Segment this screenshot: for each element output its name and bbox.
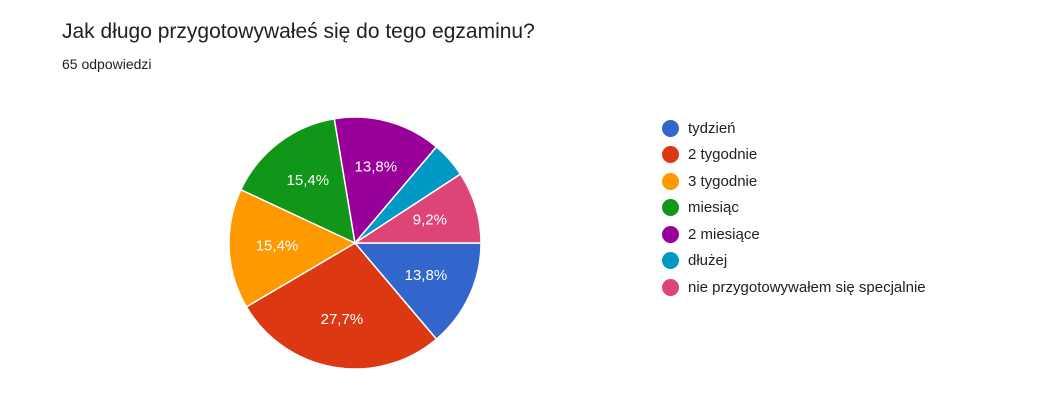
legend-label: 2 tygodnie [688, 146, 758, 164]
legend-item[interactable]: 2 miesiące [662, 221, 926, 248]
legend-label: 3 tygodnie [688, 172, 758, 190]
legend-item[interactable]: tydzień [662, 115, 926, 142]
pie-slice[interactable] [352, 173, 482, 244]
legend-label: tydzień [688, 119, 736, 137]
legend-item[interactable]: 2 tygodnie [662, 142, 926, 169]
legend-item[interactable]: nie przygotowywałem się specjalnie [662, 274, 926, 301]
legend-swatch [662, 225, 679, 243]
pie-slice-label: 15,4% [287, 172, 330, 189]
legend-swatch [662, 252, 679, 270]
legend-item[interactable]: miesiąc [662, 195, 926, 222]
pie-slice[interactable] [353, 242, 482, 341]
legend-label: nie przygotowywałem się specjalnie [688, 278, 926, 296]
legend-swatch [662, 172, 679, 190]
response-count: 65 odpowiedzi [62, 56, 152, 72]
legend-label: dłużej [688, 252, 728, 270]
legend-swatch [662, 146, 679, 164]
pie-slice[interactable] [333, 116, 438, 245]
legend-swatch [662, 119, 679, 137]
pie-slice-label: 13,8% [405, 267, 448, 284]
pie-slice[interactable] [228, 188, 357, 308]
chart-title: Jak długo przygotowywałeś się do tego eg… [62, 20, 535, 43]
legend-swatch [662, 199, 679, 217]
legend-item[interactable]: dłużej [662, 248, 926, 275]
pie-slice-label: 15,4% [256, 238, 299, 255]
legend-swatch [662, 278, 679, 296]
pie-slice[interactable] [239, 117, 356, 245]
pie-slice-label: 9,2% [413, 212, 447, 229]
legend-label: miesiąc [688, 199, 739, 217]
chart-legend: tydzień 2 tygodnie 3 tygodnie miesiąc 2 mies… [662, 115, 926, 301]
legend-item[interactable]: 3 tygodnie [662, 168, 926, 195]
legend-label: 2 miesiące [688, 225, 760, 243]
pie-slice[interactable] [245, 242, 438, 370]
pie-slice-label: 13,8% [355, 159, 398, 176]
pie-slice-label: 27,7% [321, 311, 364, 328]
